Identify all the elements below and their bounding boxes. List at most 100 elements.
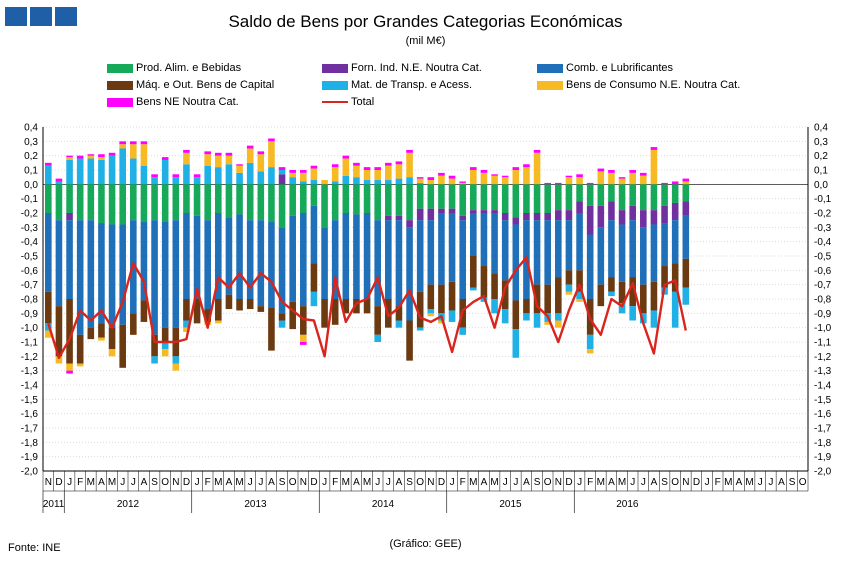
bar-segment xyxy=(278,184,286,228)
bar-segment xyxy=(629,277,636,307)
bar-segment xyxy=(140,300,148,322)
bar-segment xyxy=(406,177,413,185)
legend-label: Prod. Alim. e Bebidas xyxy=(136,62,242,74)
bar-segment xyxy=(331,299,339,325)
bar-segment xyxy=(406,320,413,361)
bar-segment xyxy=(130,313,137,335)
bar-segment xyxy=(172,177,180,185)
x-year-label: 2015 xyxy=(499,499,522,510)
bar-segment xyxy=(98,159,105,185)
bar-segment xyxy=(427,284,435,310)
bar-segment xyxy=(650,149,658,185)
bar-segment xyxy=(470,210,477,213)
bar-segment xyxy=(246,148,254,163)
bar-segment xyxy=(576,270,583,292)
bar-segment xyxy=(98,157,105,160)
bar-segment xyxy=(416,177,424,179)
y-tick-label-right: -0,3 xyxy=(814,223,832,234)
bar-segment xyxy=(427,309,435,314)
bar-segment xyxy=(608,220,615,278)
bar-segment xyxy=(480,213,488,267)
x-month-label: M xyxy=(108,477,116,488)
legend-label: Bens NE Noutra Cat. xyxy=(136,96,239,108)
x-year-label: 2014 xyxy=(372,499,395,510)
bar-segment xyxy=(45,330,52,338)
bar-segment xyxy=(278,167,286,170)
y-tick-label-left: 0,1 xyxy=(24,166,38,177)
bar-segment xyxy=(76,334,84,364)
bar-segment xyxy=(363,299,371,314)
bar-segment xyxy=(565,291,573,295)
bar-segment xyxy=(480,170,488,173)
y-tick-label-right: -1,2 xyxy=(814,352,832,363)
bar-segment xyxy=(661,184,668,206)
bar-segment xyxy=(576,177,583,185)
bar-segment xyxy=(363,184,371,213)
bar-segment xyxy=(215,152,222,156)
bar-segment xyxy=(427,184,435,209)
bar-segment xyxy=(533,152,541,185)
bar-segment xyxy=(278,320,286,328)
x-month-label: D xyxy=(565,477,572,488)
x-year-label: 2012 xyxy=(117,499,140,510)
x-month-label: F xyxy=(205,477,211,488)
bar-segment xyxy=(331,220,339,299)
bar-segment xyxy=(682,178,690,182)
bar-segment xyxy=(310,291,318,307)
bar-segment xyxy=(555,210,562,221)
x-month-label: J xyxy=(705,477,710,488)
x-month-label: D xyxy=(310,477,317,488)
bar-segment xyxy=(459,184,466,216)
y-tick-label-right: -1,6 xyxy=(814,409,832,420)
bar-segment xyxy=(555,184,562,211)
bar-segment xyxy=(76,155,84,159)
y-tick-label-right: -0,9 xyxy=(814,309,832,320)
bar-segment xyxy=(565,175,573,178)
bar-segment xyxy=(682,258,690,288)
y-tick-label-left: -1,2 xyxy=(21,352,39,363)
bar-segment xyxy=(193,177,201,185)
x-month-label: M xyxy=(87,477,95,488)
bar-segment xyxy=(576,299,583,302)
bar-segment xyxy=(87,327,95,340)
bar-segment xyxy=(661,205,668,224)
bar-segment xyxy=(565,210,573,221)
bar-segment xyxy=(161,221,169,328)
x-month-label: J xyxy=(67,477,72,488)
bar-segment xyxy=(491,174,498,176)
legend-label: Total xyxy=(351,96,375,108)
x-month-label: N xyxy=(300,477,307,488)
bar-segment xyxy=(151,220,158,335)
bar-segment xyxy=(682,201,690,216)
y-tick-label-left: -0,2 xyxy=(21,209,39,220)
bar-segment xyxy=(682,184,690,202)
bar-segment xyxy=(597,184,605,206)
y-tick-label-left: -1,6 xyxy=(21,409,39,420)
x-month-label: A xyxy=(226,477,233,488)
bar-segment xyxy=(66,159,73,185)
bar-segment xyxy=(363,167,371,170)
legend-swatch xyxy=(107,80,133,90)
bar-segment xyxy=(470,256,477,288)
legend-label: Mat. de Transp. e Acess. xyxy=(351,79,473,91)
bar-segment xyxy=(438,320,445,324)
bar-segment xyxy=(236,184,243,215)
x-month-label: S xyxy=(406,477,413,488)
bar-segment xyxy=(395,184,403,216)
bar-segment xyxy=(470,287,477,291)
x-month-label: F xyxy=(460,477,466,488)
bar-segment xyxy=(130,158,137,185)
bar-segment xyxy=(565,177,573,185)
bar-segment xyxy=(671,181,679,185)
x-month-label: J xyxy=(630,477,635,488)
bar-segment xyxy=(597,171,605,185)
bar-segment xyxy=(555,313,562,321)
bar-segment xyxy=(470,170,477,185)
bar-segment xyxy=(66,213,73,221)
bar-segment xyxy=(586,184,594,206)
bar-segment xyxy=(512,224,520,301)
bar-segment xyxy=(119,148,126,185)
bar-segment xyxy=(119,224,126,325)
x-month-label: J xyxy=(375,477,380,488)
bar-segment xyxy=(289,170,296,173)
